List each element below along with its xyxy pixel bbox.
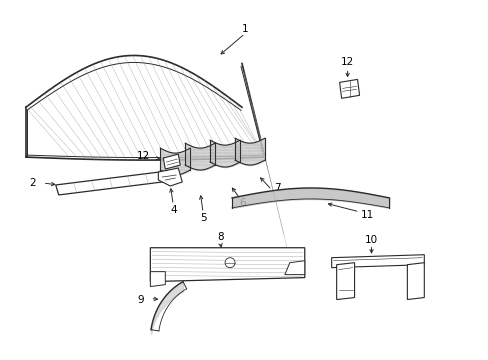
Text: 6: 6 <box>239 198 246 208</box>
Text: 7: 7 <box>274 183 281 193</box>
Polygon shape <box>336 263 354 300</box>
Polygon shape <box>26 55 264 160</box>
Text: 2: 2 <box>29 178 36 188</box>
Polygon shape <box>339 80 359 98</box>
Text: 1: 1 <box>241 24 248 33</box>
Text: 3: 3 <box>145 173 151 183</box>
Text: 12: 12 <box>340 58 353 67</box>
Text: 5: 5 <box>200 213 206 223</box>
Polygon shape <box>56 170 178 195</box>
Polygon shape <box>331 255 424 268</box>
Text: 12: 12 <box>137 151 150 161</box>
Text: 9: 9 <box>137 294 143 305</box>
Polygon shape <box>150 272 165 287</box>
Text: 4: 4 <box>170 205 176 215</box>
Polygon shape <box>150 248 304 282</box>
Circle shape <box>224 258 235 268</box>
Polygon shape <box>285 261 304 275</box>
Text: 8: 8 <box>216 232 223 242</box>
Polygon shape <box>163 154 180 169</box>
Polygon shape <box>158 168 182 186</box>
Text: 11: 11 <box>360 210 373 220</box>
Text: 10: 10 <box>364 235 377 245</box>
Polygon shape <box>407 263 424 300</box>
